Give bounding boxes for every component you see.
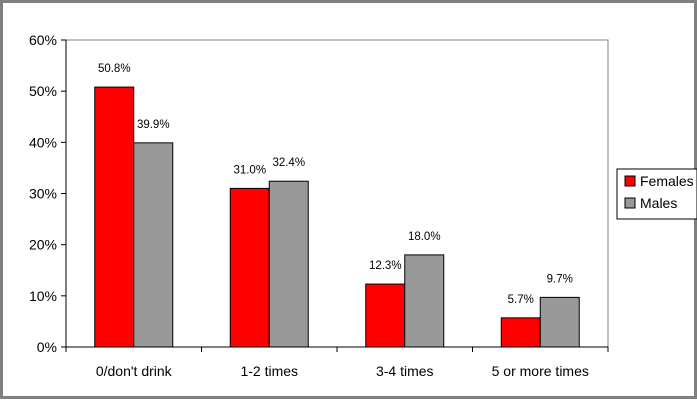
bar bbox=[133, 142, 174, 348]
x-tick-label: 3-4 times bbox=[376, 363, 434, 379]
legend-swatch bbox=[624, 197, 636, 209]
data-label: 32.4% bbox=[272, 157, 305, 169]
data-label: 9.7% bbox=[547, 273, 573, 285]
bar bbox=[365, 283, 406, 348]
bar bbox=[229, 187, 270, 348]
x-tick-label: 5 or more times bbox=[492, 363, 589, 379]
y-tick-label: 30% bbox=[29, 186, 57, 202]
y-tick-label: 20% bbox=[29, 237, 57, 253]
bar bbox=[500, 317, 541, 348]
bar bbox=[404, 254, 445, 348]
data-labels-group: 50.8% 31.0% 12.3% 5.7% 39.9% 32.4% 18.0% 9.7% bbox=[98, 63, 573, 306]
data-label: 50.8% bbox=[98, 63, 131, 75]
bar bbox=[94, 86, 135, 348]
legend-label: Females bbox=[640, 173, 694, 189]
bar-chart: 0% 10% 20% 30% 40% 50% 60% 0/don't drink 1-2 ti… bbox=[29, 32, 697, 379]
x-tick-label: 1-2 times bbox=[240, 363, 298, 379]
legend: Females Males bbox=[616, 168, 697, 220]
x-axis: 0/don't drink 1-2 times 3-4 times 5 or more… bbox=[65, 346, 609, 379]
y-tick-label: 40% bbox=[29, 134, 57, 150]
y-tick-label: 50% bbox=[29, 83, 57, 99]
x-tick-label: 0/don't drink bbox=[96, 363, 173, 379]
data-label: 18.0% bbox=[408, 231, 441, 243]
legend-swatch bbox=[624, 175, 636, 187]
y-tick-label: 60% bbox=[29, 32, 57, 48]
legend-label: Males bbox=[640, 195, 677, 211]
data-label: 39.9% bbox=[137, 119, 170, 131]
y-tick-label: 10% bbox=[29, 288, 57, 304]
data-label: 31.0% bbox=[233, 164, 266, 176]
y-axis: 0% 10% 20% 30% 40% 50% 60% bbox=[29, 32, 67, 355]
y-tick-label: 0% bbox=[37, 339, 57, 355]
data-label: 12.3% bbox=[369, 260, 402, 272]
bar bbox=[268, 180, 309, 348]
bar bbox=[539, 296, 580, 348]
data-label: 5.7% bbox=[508, 294, 534, 306]
bars-group bbox=[94, 86, 580, 348]
